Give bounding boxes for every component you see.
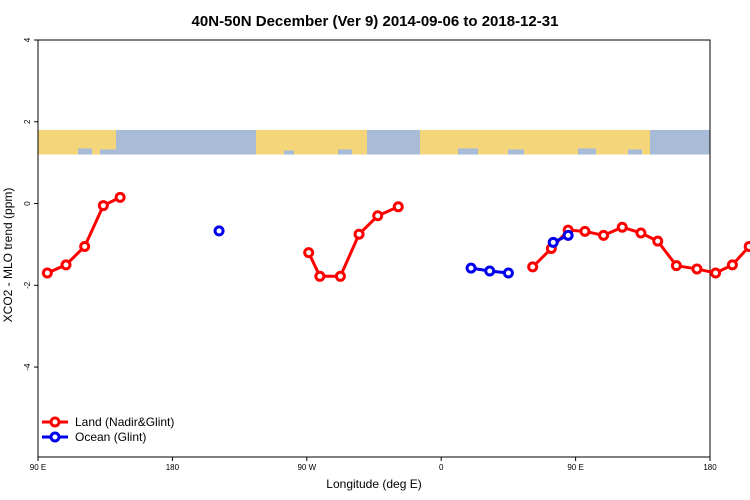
data-point-land <box>743 240 750 252</box>
series-line-land <box>307 205 399 278</box>
map-ocean <box>508 149 524 155</box>
map-ocean <box>78 148 92 155</box>
map-land <box>420 129 650 155</box>
x-tick-label: 90 E <box>567 463 583 472</box>
y-tick-label: 4 <box>23 37 32 42</box>
data-point-land <box>616 221 628 233</box>
map-ocean <box>458 148 478 155</box>
map-ocean <box>284 150 294 155</box>
legend-label-land: Land (Nadir&Glint) <box>75 415 174 429</box>
x-tick-label: 180 <box>703 463 717 472</box>
y-tick-label: 2 <box>23 119 32 124</box>
data-point-land <box>691 263 703 275</box>
y-axis-label: XCO2 - MLO trend (ppm) <box>1 188 15 323</box>
data-point-land <box>670 260 682 272</box>
data-point-land <box>334 270 346 282</box>
data-point-land <box>372 210 384 222</box>
y-tick-label: -2 <box>23 281 32 289</box>
data-point-land <box>353 228 365 240</box>
data-point-land <box>579 225 591 237</box>
map-ocean <box>578 148 596 155</box>
x-tick-label: 180 <box>166 463 180 472</box>
data-point-land <box>635 227 647 239</box>
x-tick-label: 90 E <box>30 463 46 472</box>
legend-marker-ocean <box>49 431 61 443</box>
series-layer <box>41 191 750 282</box>
map-ocean <box>338 149 352 155</box>
data-point-ocean <box>547 236 559 248</box>
x-axis: 90 E 180 90 W 0 90 E 180 <box>30 457 717 472</box>
x-axis-label: Longitude (deg E) <box>326 477 421 491</box>
world-map-band <box>38 129 710 155</box>
data-point-land <box>598 229 610 241</box>
data-point-land <box>314 270 326 282</box>
y-tick-label: 0 <box>23 201 32 206</box>
data-point-land <box>652 235 664 247</box>
plot-frame <box>37 39 711 458</box>
data-point-land <box>114 191 126 203</box>
map-ocean <box>100 149 116 155</box>
data-point-ocean <box>465 262 477 274</box>
data-point-land <box>710 267 722 279</box>
data-point-land <box>41 267 53 279</box>
y-tick-label: -4 <box>23 363 32 371</box>
data-point-land <box>60 259 72 271</box>
data-point-land <box>97 200 109 212</box>
data-point-land <box>392 201 404 213</box>
legend-label-ocean: Ocean (Glint) <box>75 430 146 444</box>
x-tick-label: 90 W <box>297 463 316 472</box>
y-axis: -4 -2 0 2 4 <box>23 37 38 371</box>
data-point-land <box>79 240 91 252</box>
chart-title: 40N-50N December (Ver 9) 2014-09-06 to 2… <box>192 13 559 30</box>
data-point-ocean <box>213 225 225 237</box>
data-point-land <box>726 259 738 271</box>
series-line-land <box>46 196 121 275</box>
data-point-land <box>527 261 539 273</box>
map-ocean <box>628 149 642 155</box>
data-point-ocean <box>484 265 496 277</box>
legend: Land (Nadir&Glint) Ocean (Glint) <box>42 415 174 444</box>
x-tick-label: 0 <box>439 463 444 472</box>
data-point-ocean <box>502 267 514 279</box>
data-point-land <box>303 247 315 259</box>
data-point-ocean <box>562 229 574 241</box>
legend-marker-land <box>49 416 61 428</box>
